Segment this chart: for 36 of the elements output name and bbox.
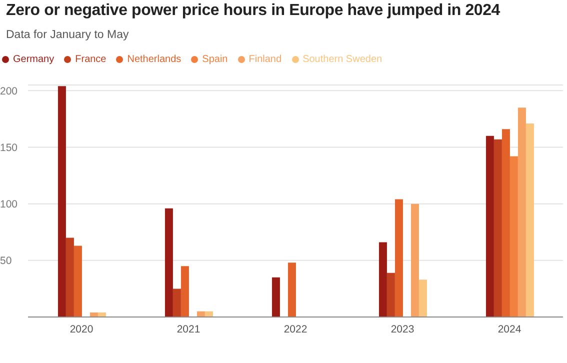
bar (486, 136, 494, 317)
y-tick-label: 200 (0, 85, 18, 98)
legend-label: Southern Sweden (302, 54, 382, 65)
bar (180, 266, 189, 317)
bar (288, 262, 296, 317)
bar (394, 199, 403, 317)
x-tick-label: 2020 (70, 323, 94, 336)
bar (502, 129, 510, 317)
x-tick-label: 2022 (284, 323, 308, 336)
y-tick-label: 100 (0, 198, 18, 211)
legend-label: France (75, 54, 106, 65)
x-tick-label: 2023 (390, 323, 414, 336)
legend-label: Netherlands (127, 54, 182, 65)
bar (272, 277, 280, 317)
legend-label: Spain (202, 54, 228, 65)
bar (378, 242, 387, 317)
bar (510, 156, 518, 317)
legend-label: Germany (13, 54, 54, 65)
y-tick-label: 150 (0, 142, 18, 154)
x-tick-label: 2024 (498, 323, 522, 336)
bar (526, 123, 534, 317)
bar (518, 108, 526, 317)
bar (164, 208, 173, 317)
bar (58, 86, 66, 317)
bar (172, 288, 181, 317)
chart-title: Zero or negative power price hours in Europe have jumped in 2024 (6, 2, 500, 20)
y-tick-label: 50 (0, 255, 12, 268)
bar (494, 139, 502, 317)
bar (74, 246, 82, 317)
bar (410, 204, 419, 317)
bar (418, 280, 427, 317)
x-tick-label: 2021 (176, 323, 200, 336)
legend-label: Finland (248, 54, 282, 65)
chart-subtitle: Data for January to May (6, 29, 129, 41)
bar (66, 238, 74, 317)
bar (386, 272, 395, 317)
